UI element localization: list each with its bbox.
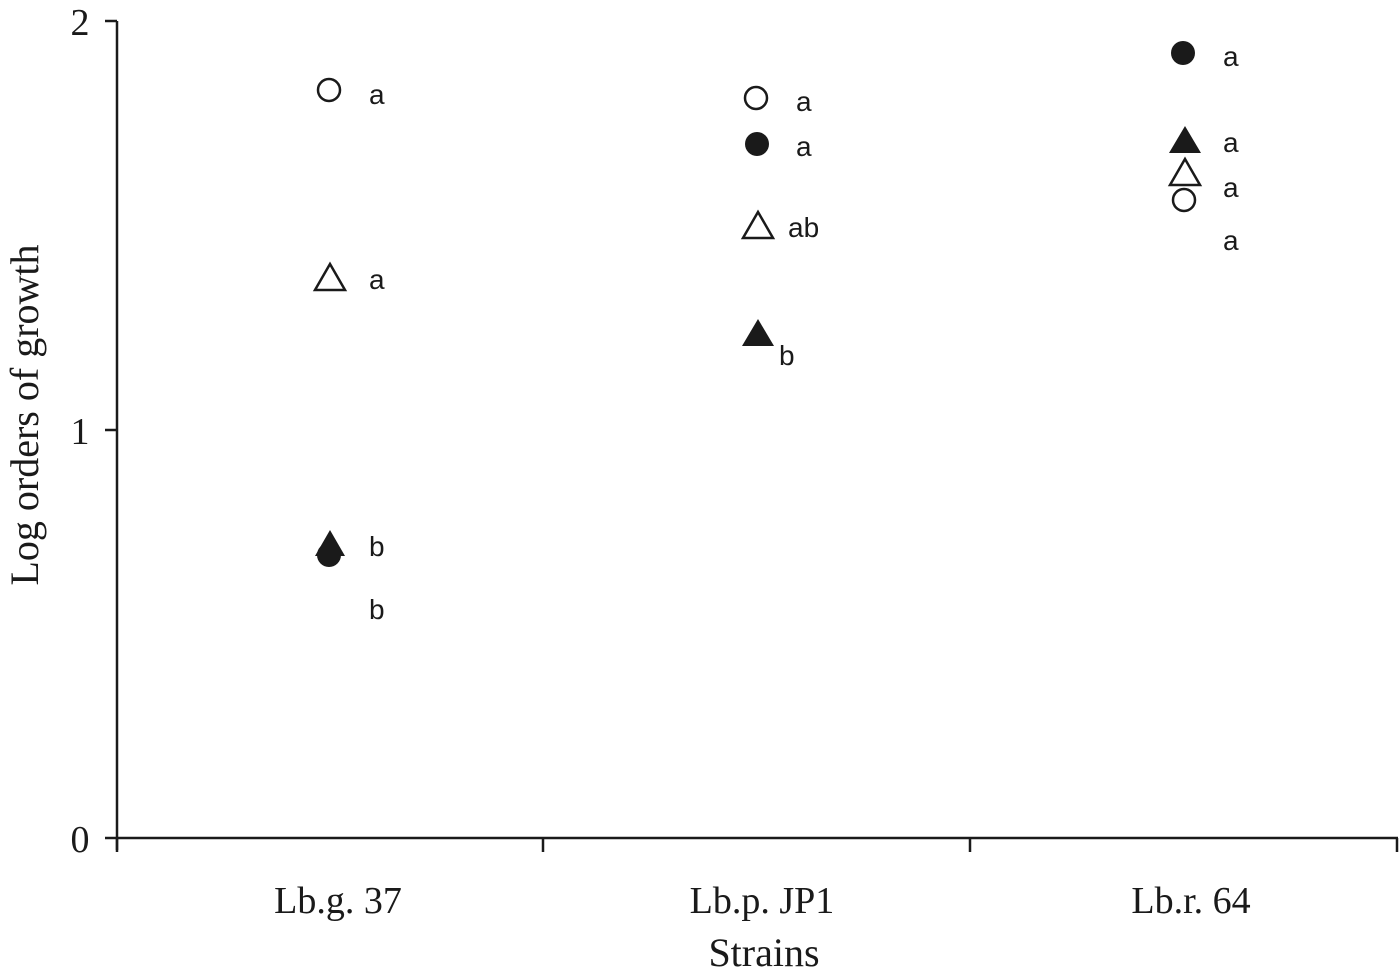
sig-label: a [1223, 172, 1239, 203]
y-tick-label-1: 1 [71, 411, 90, 453]
sig-label: a [1223, 225, 1239, 256]
sig-label: a [796, 86, 812, 117]
marker-open-triangle-lbpjp1 [740, 209, 776, 240]
y-tick-label-2: 2 [71, 2, 90, 44]
sig-label: b [779, 340, 795, 371]
marker-open-circle-lbr64 [1171, 187, 1197, 213]
marker-open-triangle-lbg37 [312, 261, 348, 292]
x-axis-title: Strains [708, 930, 819, 975]
sig-label: a [1223, 41, 1239, 72]
x-tick-label-lbpjp1: Lb.p. JP1 [690, 880, 835, 922]
marker-open-circle-lbg37 [316, 77, 342, 103]
marker-filled-triangle-lbpjp1 [742, 319, 774, 346]
x-tick-label-lbr64: Lb.r. 64 [1131, 880, 1250, 922]
marker-filled-triangle-lbr64 [1169, 126, 1201, 153]
sig-label: ab [788, 212, 819, 243]
sig-label: b [369, 594, 385, 625]
x-tick-label-lbg37: Lb.g. 37 [274, 880, 402, 922]
sig-label: a [369, 79, 385, 110]
y-axis-title: Log orders of growth [2, 244, 47, 585]
sig-label: a [369, 264, 385, 295]
marker-filled-circle-lbpjp1 [745, 132, 769, 156]
sig-label: b [369, 531, 385, 562]
marker-filled-circle-lbr64 [1171, 41, 1195, 65]
marker-open-triangle-lbr64 [1167, 156, 1203, 187]
sig-label: a [1223, 127, 1239, 158]
sig-label: a [796, 131, 812, 162]
marker-open-circle-lbpjp1 [743, 85, 769, 111]
marker-filled-triangle-lbg37 [315, 530, 345, 556]
y-tick-label-0: 0 [71, 819, 90, 861]
